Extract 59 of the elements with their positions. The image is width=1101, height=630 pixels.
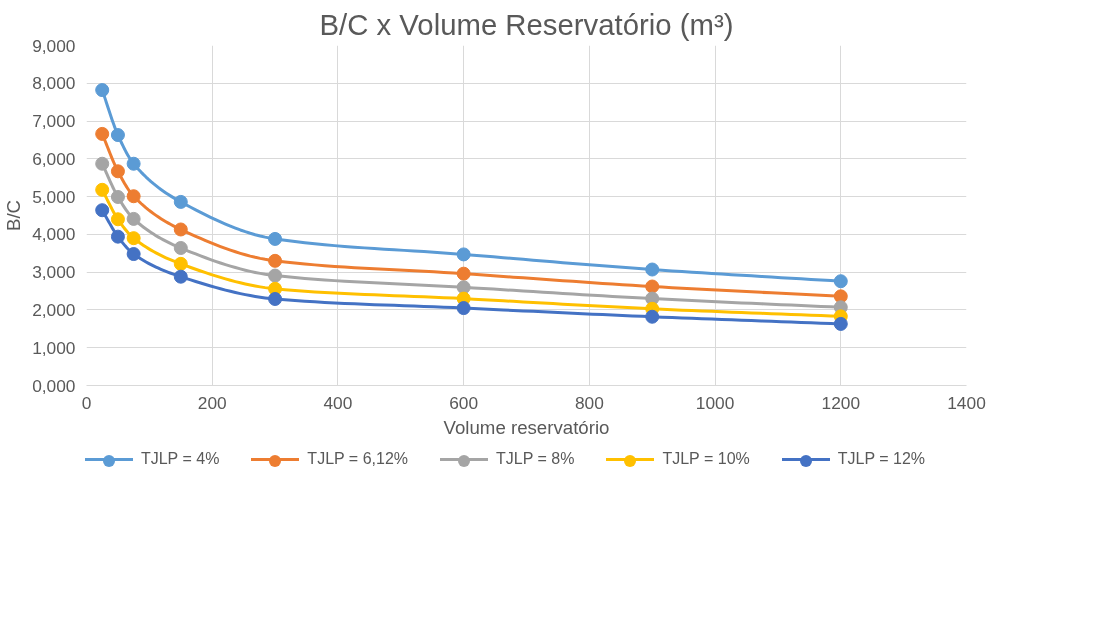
point xyxy=(110,212,125,227)
x-tick-label: 0 xyxy=(81,392,92,413)
y-tick-label: 2,000 xyxy=(32,299,76,320)
y-tick-label: 4,000 xyxy=(32,224,76,245)
point xyxy=(95,83,110,98)
x-tick-label: 600 xyxy=(449,392,479,413)
y-tick-label: 1,000 xyxy=(32,337,76,358)
point xyxy=(110,128,125,143)
point xyxy=(95,182,110,197)
point xyxy=(645,309,660,324)
point xyxy=(268,268,283,283)
y-tick-label: 8,000 xyxy=(32,73,76,94)
point xyxy=(173,222,188,237)
point xyxy=(645,262,660,277)
x-tick-label: 1200 xyxy=(821,392,861,413)
point xyxy=(268,292,283,306)
point xyxy=(173,194,188,209)
point xyxy=(456,301,471,316)
point xyxy=(110,190,125,204)
x-tick-label: 800 xyxy=(574,392,604,413)
y-tick-label: 3,000 xyxy=(32,262,76,283)
point xyxy=(173,241,188,255)
point xyxy=(833,274,848,289)
x-tick-label: 400 xyxy=(323,392,353,413)
point xyxy=(833,316,848,331)
point xyxy=(95,126,110,141)
point xyxy=(110,164,125,179)
chart-title: B/C x Volume Reservatório (m³) xyxy=(319,7,734,41)
point xyxy=(95,203,110,218)
point xyxy=(645,279,660,294)
point xyxy=(110,229,125,244)
x-tick-label: 200 xyxy=(197,392,227,413)
legend-label: TJLP = 6,12% xyxy=(307,449,409,470)
point xyxy=(268,253,283,268)
legend-label: TJLP = 4% xyxy=(140,449,220,470)
point xyxy=(268,231,283,246)
point xyxy=(126,247,141,262)
point xyxy=(173,269,188,284)
x-tick-label: 1400 xyxy=(947,392,986,413)
y-tick-label: 0,000 xyxy=(32,375,76,396)
point xyxy=(456,266,471,281)
y-tick-label: 7,000 xyxy=(32,111,76,132)
point xyxy=(126,189,141,204)
y-tick-label: 5,000 xyxy=(32,186,76,207)
point xyxy=(456,247,471,262)
point xyxy=(95,156,110,171)
x-tick-label: 1000 xyxy=(695,392,735,413)
legend-label: TJLP = 8% xyxy=(496,449,575,470)
x-axis-title: Volume reservatório xyxy=(443,416,610,438)
point xyxy=(173,256,188,271)
point xyxy=(126,231,141,246)
y-tick-label: 9,000 xyxy=(32,35,76,56)
y-axis-title: B/C xyxy=(3,199,25,232)
legend-label: TJLP = 12% xyxy=(837,449,926,470)
point xyxy=(126,156,141,171)
point xyxy=(126,211,141,226)
point xyxy=(456,280,471,295)
legend-label: TJLP = 10% xyxy=(662,449,750,470)
y-tick-label: 6,000 xyxy=(32,148,76,169)
